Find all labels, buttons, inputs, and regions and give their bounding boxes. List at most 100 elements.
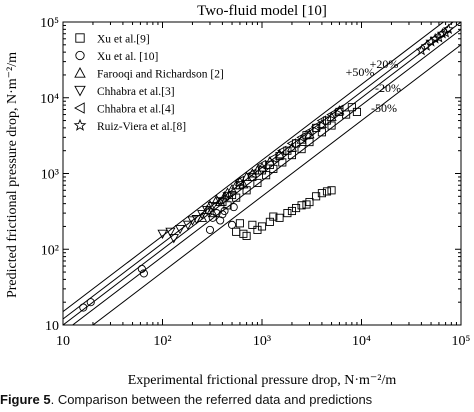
marker-triangle-up xyxy=(304,128,315,139)
reference-line-label: -20% xyxy=(375,81,401,95)
x-axis-label: Experimental frictional pressure drop, N… xyxy=(128,373,397,388)
legend-entry-label: Xu et al. [10] xyxy=(97,51,158,63)
marker-square xyxy=(317,189,326,198)
y-tick-label: 10⁴ xyxy=(40,92,59,107)
marker-square xyxy=(342,110,351,119)
caption-prefix: Figure 5 xyxy=(0,393,51,407)
marker-triangle-left xyxy=(286,138,297,149)
reference-line xyxy=(63,22,445,313)
plot-layer: 10 10² 10³ 10⁴ 10⁵ 10 10² 10³ 10⁴ 10⁵ +50%+20% -20%… xyxy=(40,16,471,349)
legend-entry-label: Chhabra et al.[3] xyxy=(97,86,175,98)
y-tick-label: 10³ xyxy=(41,168,59,183)
marker-square xyxy=(283,146,292,155)
marker-square xyxy=(262,171,271,180)
marker-square xyxy=(269,212,278,221)
marker-circle xyxy=(137,264,146,273)
x-tick-label: 10⁵ xyxy=(452,334,471,349)
legend-entry-label: Ruiz-Viera et al.[8] xyxy=(97,121,186,133)
marker-triangle-down xyxy=(74,85,86,97)
marker-triangle-up xyxy=(197,212,208,222)
marker-circle xyxy=(75,50,85,61)
marker-triangle-down xyxy=(165,227,176,238)
y-tick-label: 10 xyxy=(45,319,59,334)
marker-triangle-left xyxy=(234,175,244,186)
marker-triangle-down xyxy=(215,197,226,207)
marker-square xyxy=(275,213,284,222)
marker-triangle-down xyxy=(201,205,213,216)
marker-triangle-left xyxy=(74,102,85,114)
marker-triangle-down xyxy=(207,202,218,212)
marker-square xyxy=(327,186,336,195)
reference-lines xyxy=(63,22,461,325)
marker-triangle-up xyxy=(264,156,275,166)
marker-square xyxy=(248,220,257,229)
marker-triangle-up xyxy=(256,162,268,172)
marker-square xyxy=(327,121,336,130)
marker-triangle-down xyxy=(174,224,186,235)
marker-circle xyxy=(229,203,238,212)
reference-line-label: +50% xyxy=(346,65,375,79)
marker-triangle-down xyxy=(182,220,193,231)
marker-triangle-left xyxy=(256,159,267,170)
marker-square xyxy=(232,227,241,236)
marker-triangle-left xyxy=(316,115,326,126)
marker-circle xyxy=(205,225,215,234)
marker-square xyxy=(297,201,306,210)
marker-circle xyxy=(86,298,95,307)
marker-triangle-up xyxy=(234,176,245,186)
series-points xyxy=(218,103,361,240)
marker-triangle-up xyxy=(74,67,86,78)
marker-star xyxy=(429,32,441,44)
marker-square xyxy=(242,231,251,240)
x-tick-label: 10³ xyxy=(253,334,271,349)
marker-star xyxy=(425,35,437,47)
caption-text: Comparison between the referred data and… xyxy=(57,393,373,407)
legend: Xu et al.[9] Xu et al. [10] Farooqi and Ri… xyxy=(73,33,224,133)
marker-square xyxy=(352,107,361,116)
marker-triangle-left xyxy=(277,145,287,156)
marker-triangle-down xyxy=(197,210,208,220)
x-tick-label: 10 xyxy=(56,334,70,349)
marker-triangle-left xyxy=(310,121,321,132)
marker-star xyxy=(442,23,455,35)
marker-square xyxy=(297,145,306,154)
marker-triangle-left xyxy=(296,132,306,143)
figure-caption: Figure 5. Comparison between the referre… xyxy=(0,393,373,407)
marker-triangle-down xyxy=(222,192,233,202)
series-points xyxy=(157,192,233,244)
marker-circle xyxy=(79,303,88,312)
marker-triangle-left xyxy=(247,168,257,179)
marker-square xyxy=(75,33,85,43)
marker-square xyxy=(312,192,321,201)
marker-square xyxy=(283,209,292,218)
marker-square xyxy=(253,178,262,188)
marker-triangle-up xyxy=(296,134,307,144)
marker-square xyxy=(232,193,241,202)
series-points xyxy=(415,23,455,56)
marker-triangle-left xyxy=(304,126,314,137)
x-tick-label: 10² xyxy=(153,334,171,349)
y-tick-label: 10⁵ xyxy=(40,16,59,31)
marker-square xyxy=(235,219,244,228)
marker-triangle-up xyxy=(207,207,218,218)
legend-entry-label: Xu et al.[9] xyxy=(97,34,150,46)
marker-triangle-down xyxy=(157,229,168,240)
marker-square xyxy=(302,200,311,209)
y-axis-label: Predicted frictional pressure drop, N·m⁻… xyxy=(5,52,20,298)
marker-square xyxy=(305,138,314,147)
marker-square xyxy=(278,158,287,167)
legend-entry-label: Farooqi and Richardson [2] xyxy=(97,69,224,81)
marker-triangle-down xyxy=(168,234,179,244)
marker-triangle-left xyxy=(334,104,344,115)
marker-triangle-up xyxy=(326,111,337,121)
series-points xyxy=(234,104,344,186)
reference-line-label: -50% xyxy=(371,101,397,115)
marker-square xyxy=(322,187,332,196)
chart-title: Two-fluid model [10] xyxy=(197,3,327,19)
reference-line xyxy=(92,44,461,325)
marker-circle xyxy=(227,220,237,229)
marker-square xyxy=(257,222,267,231)
reference-line-label: +20% xyxy=(370,57,399,71)
marker-star xyxy=(73,118,87,131)
